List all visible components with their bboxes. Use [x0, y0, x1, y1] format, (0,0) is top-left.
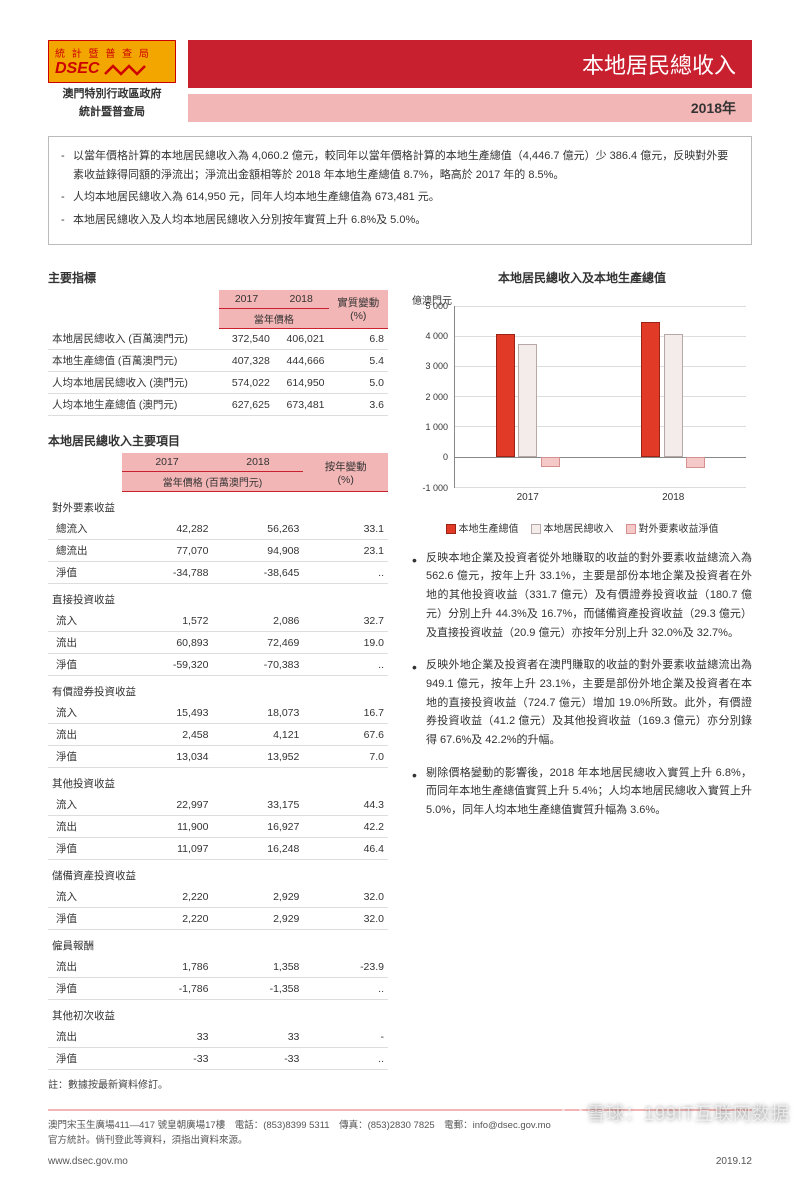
table-row: 淨值-33-33..: [48, 1048, 388, 1070]
legend-item: 本地居民總收入: [531, 520, 614, 535]
table-row: 流入15,49318,07316.7: [48, 702, 388, 724]
table-row: 流入2,2202,92932.0: [48, 886, 388, 908]
table-row: 總流出77,07094,90823.1: [48, 540, 388, 562]
logo-dsec: DSEC: [55, 60, 99, 77]
doc-year: 2018年: [188, 94, 752, 122]
table-group: 直接投資收益: [48, 584, 388, 611]
table-group: 對外要素收益: [48, 492, 388, 519]
table-row: 總流入42,28256,26333.1: [48, 518, 388, 540]
chart-bar: [686, 457, 705, 469]
table-row: 流出1,7861,358-23.9: [48, 956, 388, 978]
bullet-item: 剔除價格變動的影響後，2018 年本地居民總收入實質上升 6.8%，而同年本地生…: [412, 764, 752, 820]
legend-item: 對外要素收益淨值: [626, 520, 719, 535]
table-row: 本地居民總收入 (百萬澳門元)372,540406,0216.8: [48, 328, 388, 350]
table-row: 淨值11,09716,24846.4: [48, 838, 388, 860]
legend-item: 本地生產總值: [446, 520, 519, 535]
table-note: 註：數據按最新資料修訂。: [48, 1076, 388, 1091]
table2-title: 本地居民總收入主要項目: [48, 432, 388, 449]
chart-bar: [496, 334, 515, 457]
table-row: 流出3333-: [48, 1026, 388, 1048]
table-row: 流入22,99733,17544.3: [48, 794, 388, 816]
org-name-1: 澳門特別行政區政府: [48, 85, 176, 101]
chart-bar: [664, 334, 683, 456]
analysis-bullets: 反映本地企業及投資者從外地賺取的收益的對外要素收益總流入為 562.6 億元，按…: [412, 549, 752, 820]
watermark-icon: [561, 1104, 583, 1126]
logo-zigzag-icon: [103, 62, 147, 78]
table-row: 淨值2,2202,92932.0: [48, 908, 388, 930]
components-table: 20172018按年變動 (%) 當年價格 (百萬澳門元) 對外要素收益總流入4…: [48, 453, 388, 1070]
chart-bar: [541, 457, 560, 467]
table-row: 淨值13,03413,9527.0: [48, 746, 388, 768]
org-name-2: 統計暨普查局: [48, 103, 176, 119]
table-group: 儲備資產投資收益: [48, 860, 388, 887]
table-row: 人均本地生產總值 (澳門元)627,625673,4813.6: [48, 394, 388, 416]
bullet-item: 反映本地企業及投資者從外地賺取的收益的對外要素收益總流入為 562.6 億元，按…: [412, 549, 752, 642]
chart-bar: [518, 344, 537, 456]
logo-block: 統 計 暨 普 查 局 DSEC 澳門特別行政區政府 統計暨普查局: [48, 40, 176, 119]
key-indicators-table: 20172018實質變動 (%) 當年價格 本地居民總收入 (百萬澳門元)372…: [48, 290, 388, 417]
table-row: 淨值-34,788-38,645..: [48, 562, 388, 584]
table-group: 僱員報酬: [48, 930, 388, 957]
doc-title: 本地居民總收入: [188, 40, 752, 88]
summary-item: 人均本地居民總收入為 614,950 元，同年人均本地生產總值為 673,481…: [61, 188, 739, 207]
table-row: 淨值-1,786-1,358..: [48, 978, 388, 1000]
chart-legend: 本地生產總值本地居民總收入對外要素收益淨值: [412, 520, 752, 535]
footer-url: www.dsec.gov.mo: [48, 1154, 128, 1169]
table-row: 流出60,89372,46919.0: [48, 632, 388, 654]
table-group: 有價證券投資收益: [48, 676, 388, 703]
chart-bar: [641, 322, 660, 456]
footer-note: 官方統計。倘刊登此等資料，須指出資料來源。: [48, 1134, 752, 1148]
summary-item: 以當年價格計算的本地居民總收入為 4,060.2 億元，較同年以當年價格計算的本…: [61, 147, 739, 184]
table-row: 淨值-59,320-70,383..: [48, 654, 388, 676]
summary-box: 以當年價格計算的本地居民總收入為 4,060.2 億元，較同年以當年價格計算的本…: [48, 136, 752, 245]
bar-chart: 億澳門元 -1 00001 0002 0003 0004 0005 000 20…: [412, 292, 752, 512]
bullet-item: 反映外地企業及投資者在澳門賺取的收益的對外要素收益總流出為 949.1 億元，按…: [412, 656, 752, 749]
table-row: 流出2,4584,12167.6: [48, 724, 388, 746]
table-row: 流入1,5722,08632.7: [48, 610, 388, 632]
table-row: 流出11,90016,92742.2: [48, 816, 388, 838]
header: 統 計 暨 普 查 局 DSEC 澳門特別行政區政府 統計暨普查局 本地居民總收…: [48, 40, 752, 122]
table-group: 其他初次收益: [48, 1000, 388, 1027]
summary-item: 本地居民總收入及人均本地居民總收入分別按年實質上升 6.8%及 5.0%。: [61, 211, 739, 230]
watermark: 雪球：199IT互联网数据: [561, 1100, 790, 1126]
logo-top-text: 統 計 暨 普 查 局: [55, 45, 169, 60]
table1-title: 主要指標: [48, 269, 388, 286]
table-row: 人均本地居民總收入 (澳門元)574,022614,9505.0: [48, 372, 388, 394]
table-group: 其他投資收益: [48, 768, 388, 795]
chart-title: 本地居民總收入及本地生產總值: [412, 269, 752, 286]
footer-date: 2019.12: [716, 1154, 752, 1169]
table-row: 本地生產總值 (百萬澳門元)407,328444,6665.4: [48, 350, 388, 372]
